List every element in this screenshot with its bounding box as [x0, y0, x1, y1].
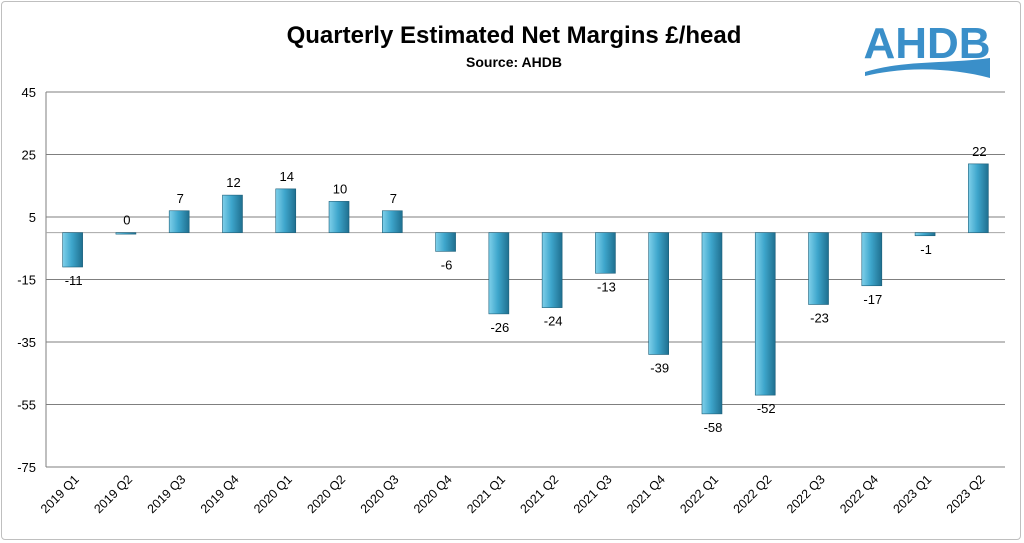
bar-2019-q3 [168, 210, 190, 233]
ahdb-logo: AHDB [863, 19, 991, 78]
y-tick-label: -15 [17, 273, 36, 288]
y-tick-label: 5 [29, 210, 36, 225]
x-tick-label: 2022 Q4 [837, 472, 881, 516]
bar-2021-q2 [541, 232, 563, 308]
bar-2019-q1 [62, 232, 83, 268]
bar-2019-q4 [222, 194, 243, 233]
data-label: 14 [280, 169, 294, 184]
x-tick-label: 2021 Q2 [518, 472, 562, 516]
x-tick-label: 2020 Q2 [304, 472, 348, 516]
data-label: -24 [544, 314, 563, 329]
bar-2021-q1 [488, 232, 510, 315]
bar-2020-q1 [275, 188, 297, 233]
data-label: -39 [650, 361, 669, 376]
x-tick-label: 2019 Q1 [38, 472, 82, 516]
logo-wave-icon [865, 58, 990, 78]
bar-2022-q1 [701, 232, 723, 415]
data-label: -1 [920, 242, 932, 257]
bar-2022-q4 [861, 232, 883, 287]
bar-2019-q2 [115, 232, 137, 235]
data-labels: -11 0 7 12 14 10 7 -6 -26 -24 -13 -39 -58 -52 -23 -17 -1… [65, 144, 987, 435]
logo-text: AHDB [863, 19, 990, 68]
y-tick-label: -75 [17, 460, 36, 475]
data-label: -17 [863, 292, 882, 307]
x-tick-label: 2019 Q4 [198, 472, 242, 516]
data-label: -26 [490, 320, 509, 335]
x-tick-label: 2019 Q3 [145, 472, 189, 516]
data-label: -52 [757, 401, 776, 416]
bar-2020-q4 [435, 232, 456, 252]
axes [45, 92, 1005, 467]
data-label: -11 [65, 273, 83, 288]
x-tick-label: 2022 Q1 [677, 472, 721, 516]
bar-2022-q2 [754, 232, 776, 396]
x-tick-label: 2020 Q1 [251, 472, 295, 516]
data-label: -6 [441, 257, 453, 272]
y-tick-label: 45 [22, 85, 36, 100]
bar-2020-q3 [382, 210, 403, 233]
bar-2021-q4 [648, 232, 669, 355]
x-tick-label: 2023 Q1 [890, 472, 934, 516]
x-tick-label: 2021 Q1 [464, 472, 508, 516]
data-label: 7 [390, 191, 397, 206]
x-axis-ticks: 2019 Q1 2019 Q2 2019 Q3 2019 Q4 2020 Q1 2020 … [38, 472, 988, 516]
x-tick-label: 2020 Q3 [358, 472, 402, 516]
data-label: 0 [123, 213, 130, 228]
y-tick-label: -35 [17, 335, 36, 350]
bar-2023-q2 [968, 163, 989, 233]
bar-2023-q1 [914, 232, 936, 237]
x-tick-label: 2021 Q3 [571, 472, 615, 516]
x-tick-label: 2019 Q2 [91, 472, 135, 516]
x-tick-label: 2022 Q2 [731, 472, 775, 516]
data-label: -58 [704, 420, 723, 435]
data-label: 22 [972, 144, 986, 159]
data-label: 7 [177, 191, 184, 206]
gridlines [46, 91, 1005, 468]
chart-title: Quarterly Estimated Net Margins £/head [287, 22, 742, 49]
bar-2022-q3 [808, 232, 829, 305]
x-tick-label: 2022 Q3 [784, 472, 828, 516]
x-tick-label: 2023 Q2 [944, 472, 988, 516]
bars [62, 163, 989, 415]
y-axis-ticks: 45 25 5 -15 -35 -55 -75 [17, 85, 36, 475]
bar-2020-q2 [328, 201, 350, 233]
x-tick-label: 2021 Q4 [624, 472, 668, 516]
data-label: -13 [597, 279, 616, 294]
chart-subtitle: Source: AHDB [466, 54, 562, 70]
bar-2021-q3 [595, 232, 616, 274]
x-tick-label: 2020 Q4 [411, 472, 455, 516]
y-tick-label: -55 [17, 398, 36, 413]
y-tick-label: 25 [22, 148, 36, 163]
data-label: 10 [333, 181, 347, 196]
data-label: -23 [810, 311, 829, 326]
data-label: 12 [226, 175, 240, 190]
